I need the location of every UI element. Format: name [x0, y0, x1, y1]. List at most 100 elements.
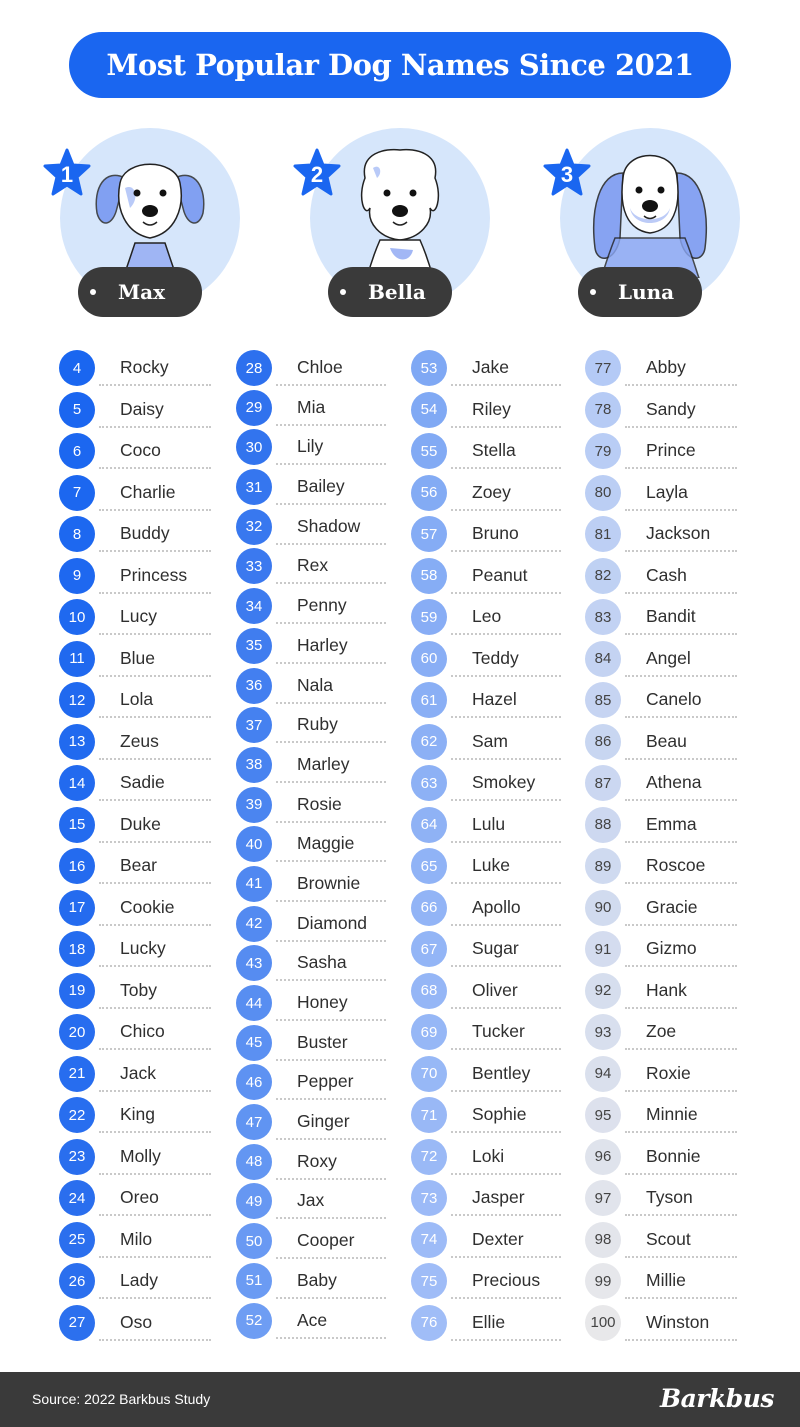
dotted-divider	[451, 508, 561, 511]
list-item: 9 Princess	[59, 555, 211, 597]
list-item: 5 Daisy	[59, 389, 211, 431]
rank-badge: 94	[585, 1055, 621, 1092]
dog-name: Penny	[297, 595, 347, 616]
dog-name: Bruno	[472, 523, 519, 543]
dotted-divider	[276, 1058, 386, 1061]
list-item: 51 Baby	[236, 1260, 386, 1300]
list-item: 58 Peanut	[411, 555, 561, 597]
dog-name: Gracie	[646, 896, 698, 917]
dog-illustration-icon	[593, 154, 707, 278]
list-item: 33 Rex	[236, 545, 386, 585]
list-item: 62 Sam	[411, 721, 561, 763]
dog-name: Roxy	[297, 1150, 337, 1171]
rank-badge: 95	[585, 1097, 621, 1133]
list-item: 13 Zeus	[59, 721, 211, 763]
name-pill: Bella	[328, 267, 452, 317]
rank-badge: 65	[411, 848, 447, 884]
list-item: 17 Cookie	[59, 887, 211, 929]
rank-badge: 8	[59, 516, 95, 552]
list-item: 20 Chico	[59, 1011, 211, 1053]
list-item: 48 Roxy	[236, 1141, 386, 1181]
dotted-divider	[276, 780, 386, 783]
list-item: 11 Blue	[59, 638, 211, 680]
rank-badge: 92	[585, 972, 621, 1009]
dog-name: Jack	[120, 1062, 156, 1083]
rank-badge: 43	[236, 945, 272, 982]
dog-name: Lady	[120, 1270, 158, 1290]
list-item: 81 Jackson	[585, 513, 737, 555]
list-item: 18 Lucky	[59, 928, 211, 970]
rank-badge: 58	[411, 557, 447, 594]
dotted-divider	[625, 633, 737, 635]
list-item: 24 Oreo	[59, 1177, 211, 1219]
dog-name: Baby	[297, 1269, 337, 1290]
list-item: 29 Mia	[236, 387, 386, 427]
dog-name: Abby	[646, 357, 686, 377]
dog-name: Zoey	[472, 481, 511, 502]
dotted-divider	[99, 757, 211, 760]
list-item: 19 Toby	[59, 970, 211, 1012]
dotted-divider	[451, 923, 561, 926]
list-item: 6 Coco	[59, 430, 211, 472]
list-item: 59 Leo	[411, 596, 561, 638]
dotted-divider	[99, 1048, 211, 1050]
rank-badge: 31	[236, 469, 272, 506]
dotted-divider	[625, 1131, 737, 1133]
rank-star-3: 3	[542, 148, 592, 198]
rank-badge: 97	[585, 1180, 621, 1216]
rank-badge: 39	[236, 786, 272, 823]
dog-name: Loki	[472, 1145, 505, 1166]
rank-badge: 57	[411, 516, 447, 552]
rank-badge: 46	[236, 1064, 272, 1101]
rank-badge: 29	[236, 389, 272, 426]
dotted-divider	[276, 384, 386, 386]
dog-name: Milo	[120, 1228, 153, 1249]
list-item: 30 Lily	[236, 426, 386, 466]
list-item: 12 Lola	[59, 679, 211, 721]
dotted-divider	[276, 661, 386, 664]
rank-badge: 91	[585, 931, 621, 967]
rank-badge: 11	[59, 640, 95, 677]
dog-name: Duke	[120, 813, 161, 834]
rank-badge: 62	[411, 723, 447, 760]
rank-badge: 84	[585, 640, 621, 677]
list-item: 53 Jake	[411, 347, 561, 389]
rank-badge: 26	[59, 1263, 95, 1299]
list-item: 97 Tyson	[585, 1177, 737, 1219]
list-item: 46 Pepper	[236, 1061, 386, 1101]
rank-badge: 60	[411, 640, 447, 677]
dotted-divider	[276, 542, 386, 545]
dog-name: Chloe	[297, 357, 343, 377]
dog-name: Jake	[472, 357, 509, 377]
rank-badge: 9	[59, 557, 95, 594]
list-item: 84 Angel	[585, 638, 737, 680]
dotted-divider	[276, 820, 386, 823]
rank-badge: 66	[411, 889, 447, 926]
rank-badge: 85	[585, 682, 621, 718]
dog-name: Bonnie	[646, 1145, 701, 1166]
list-item: 4 Rocky	[59, 347, 211, 389]
rank-badge: 28	[236, 350, 272, 386]
list-item: 64 Lulu	[411, 804, 561, 846]
list-item: 10 Lucy	[59, 596, 211, 638]
dog-name: Sasha	[297, 952, 347, 973]
rank-badge: 19	[59, 972, 95, 1009]
list-item: 41 Brownie	[236, 863, 386, 903]
dotted-divider	[99, 799, 211, 801]
list-item: 95 Minnie	[585, 1094, 737, 1136]
list-item: 69 Tucker	[411, 1011, 561, 1053]
rank-badge: 30	[236, 429, 272, 466]
list-item: 90 Gracie	[585, 887, 737, 929]
dotted-divider	[625, 799, 737, 801]
rank-number: 2	[310, 161, 324, 187]
dog-name: Emma	[646, 813, 697, 834]
dotted-divider	[625, 1006, 737, 1009]
dotted-divider	[276, 423, 386, 426]
dotted-divider	[451, 425, 561, 428]
rank-badge: 54	[411, 391, 447, 428]
dotted-divider	[99, 882, 211, 884]
dog-name: Mia	[297, 396, 326, 417]
list-item: 25 Milo	[59, 1219, 211, 1261]
dotted-divider	[451, 1172, 561, 1175]
list-item: 61 Hazel	[411, 679, 561, 721]
